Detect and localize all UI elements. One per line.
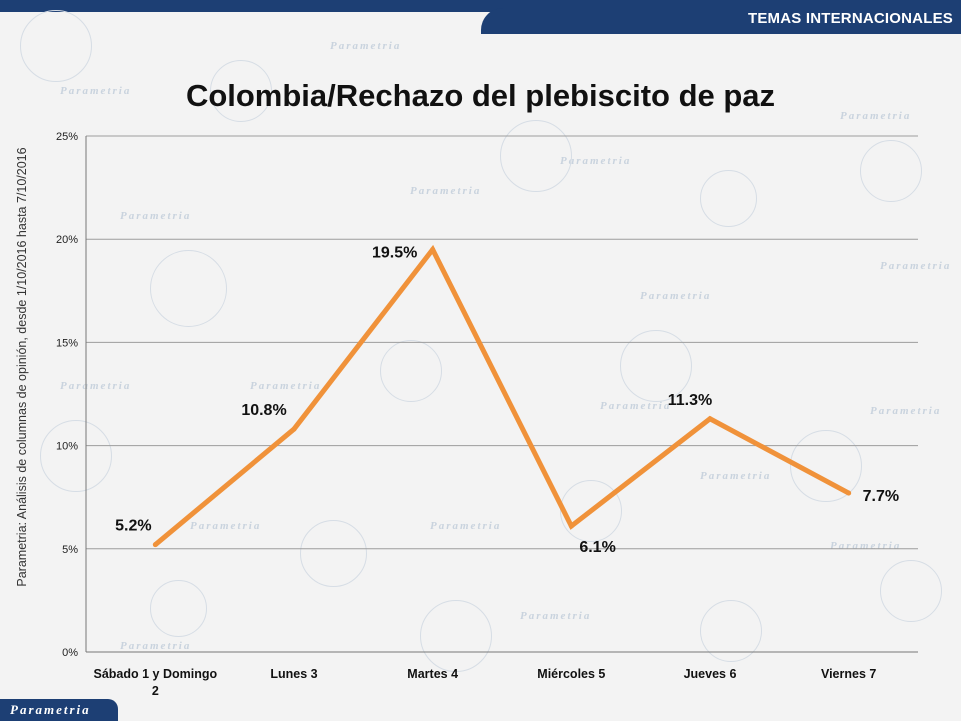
watermark-text: Parametria [560, 155, 632, 167]
data-label: 7.7% [863, 488, 899, 505]
watermark-text: Parametria [600, 400, 672, 412]
data-point [152, 542, 158, 548]
footer-tab [0, 699, 118, 721]
header-tab [481, 8, 961, 34]
watermark-circle [860, 140, 922, 202]
data-point [430, 247, 436, 253]
watermark-circle [500, 120, 572, 192]
watermark-circle [210, 60, 272, 122]
y-tick-label: 5% [62, 544, 78, 556]
watermark-circle [560, 480, 622, 542]
data-label: 19.5% [372, 245, 417, 262]
x-tick-label: Lunes 3 [270, 667, 317, 681]
watermark-circle [700, 600, 762, 662]
watermark-text: Parametria [250, 380, 322, 392]
y-tick-label: 0% [62, 647, 78, 659]
watermark-text: Parametria [700, 470, 772, 482]
watermark-circle [420, 600, 492, 672]
watermark-text: Parametria [640, 290, 712, 302]
watermark-text: Parametria [520, 610, 592, 622]
watermark-circle [620, 330, 692, 402]
section-label: TEMAS INTERNACIONALES [747, 10, 953, 27]
watermark-circle [150, 250, 227, 327]
y-tick-label: 20% [56, 234, 78, 246]
data-point [568, 523, 574, 529]
watermark-text: Parametria [840, 110, 912, 122]
footer-brand: Parametria [10, 702, 91, 717]
data-point [846, 490, 852, 496]
watermark-text: Parametria [60, 85, 132, 97]
watermark-circle [20, 10, 92, 82]
watermark-text: Parametria [410, 185, 482, 197]
watermark-circle [380, 340, 442, 402]
x-tick-label: Miércoles 5 [537, 667, 605, 681]
y-tick-label: 15% [56, 337, 78, 349]
data-point [707, 416, 713, 422]
watermark-circle [700, 170, 757, 227]
data-label: 5.2% [115, 518, 151, 535]
watermark-text: Parametria [880, 260, 952, 272]
watermark-circle [880, 560, 942, 622]
watermark-text: Parametria [60, 380, 132, 392]
data-label: 6.1% [579, 539, 615, 556]
y-tick-label: 25% [56, 131, 78, 143]
data-point [291, 426, 297, 432]
watermark-circle [150, 580, 207, 637]
data-label: 10.8% [241, 402, 286, 419]
chart-title: Colombia/Rechazo del plebiscito de paz [185, 78, 776, 113]
x-tick-label: Martes 4 [407, 667, 458, 681]
watermark-text: Parametria [430, 520, 502, 532]
x-tick-label: Viernes 7 [821, 667, 876, 681]
watermark-circle [40, 420, 112, 492]
watermark-text: Parametria [120, 210, 192, 222]
watermark-circle [300, 520, 367, 587]
watermark-text: Parametria [190, 520, 262, 532]
x-tick-label: Sábado 1 y Domingo 2 [94, 667, 218, 698]
series-line [153, 244, 850, 547]
data-label: 11.3% [668, 392, 712, 409]
watermark-text: Parametria [330, 40, 402, 52]
watermark-text: Parametria [120, 640, 192, 652]
y-tick-label: 10% [56, 441, 78, 453]
watermark-text: Parametria [870, 405, 942, 417]
watermark-circle [790, 430, 862, 502]
x-tick-label: Jueves 6 [684, 667, 737, 681]
